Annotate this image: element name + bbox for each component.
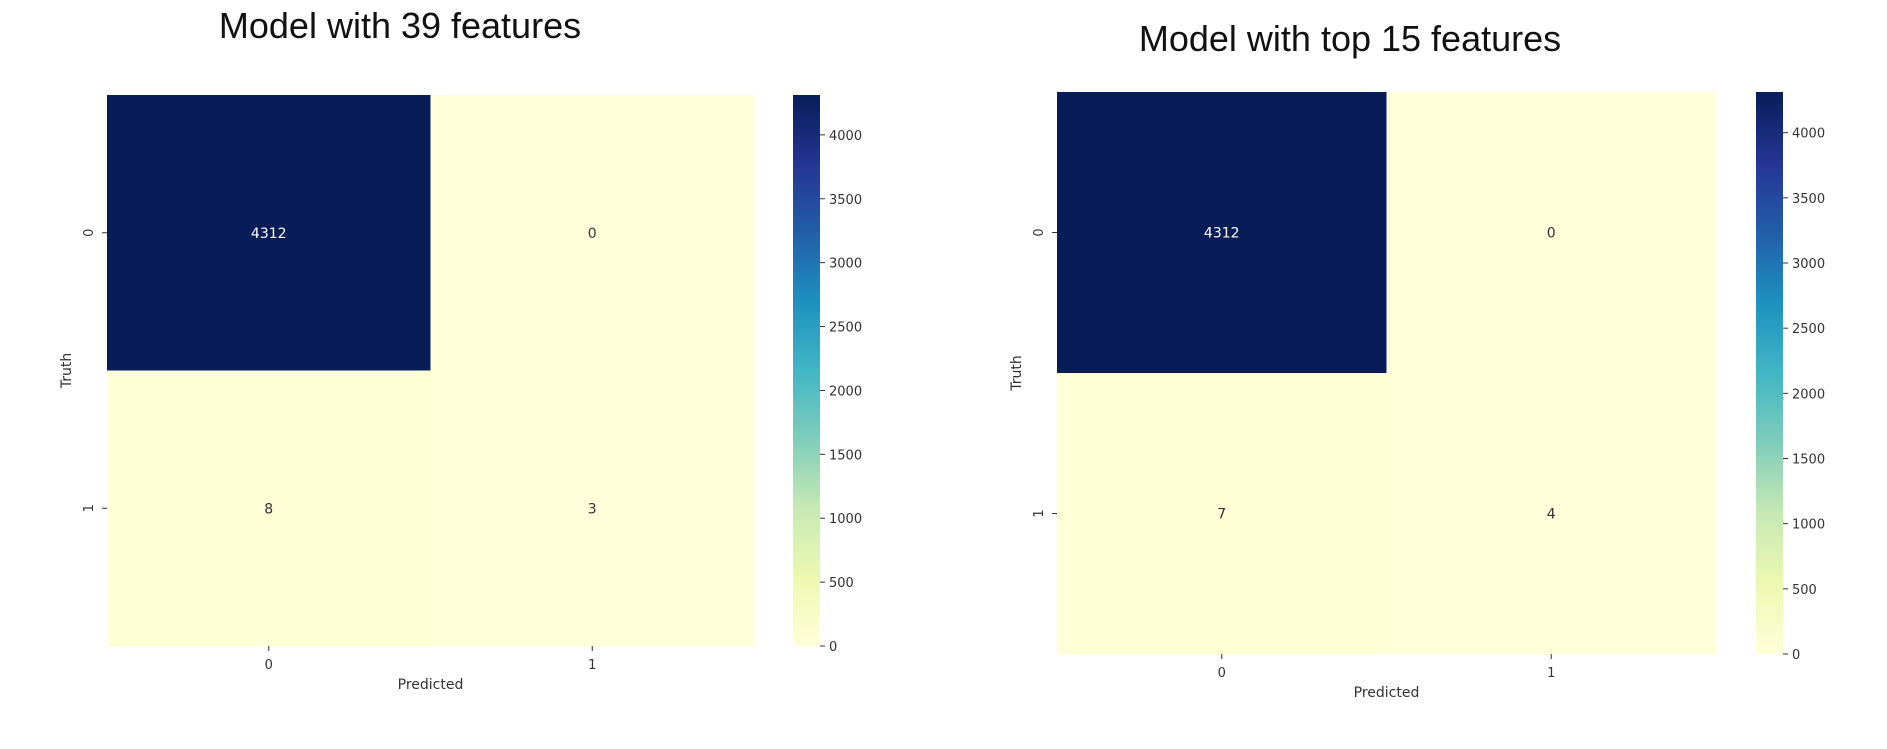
colorbar-tick-label: 3000: [1792, 257, 1825, 272]
x-tick-label: 1: [1547, 666, 1555, 681]
heatmap-cell: [1057, 373, 1387, 655]
colorbar-tick-label: 4000: [829, 129, 862, 144]
cell-value-label: 4312: [251, 226, 287, 242]
colorbar-tick-label: 0: [829, 640, 837, 655]
colorbar-tick-label: 3000: [829, 257, 862, 272]
cell-value-label: 7: [1217, 507, 1226, 523]
x-tick-label: 0: [265, 658, 273, 673]
colorbar-tick-label: 2500: [829, 321, 862, 336]
x-axis-label: Predicted: [1354, 685, 1420, 701]
y-axis-label: Truth: [59, 353, 75, 390]
confusion-matrix-panel-2: Model with top 15 features 4312 0 7 4 0 1 Predi…: [1009, 18, 1825, 701]
colorbar-tick-label: 4000: [1792, 127, 1825, 142]
colorbar-tick-label: 0: [1792, 648, 1800, 663]
colorbar-tick-label: 500: [829, 576, 854, 591]
colorbar-tick-label: 1500: [829, 448, 862, 463]
x-axis-label: Predicted: [398, 677, 464, 693]
y-tick-label: 0: [1032, 228, 1047, 236]
colorbar: [793, 95, 820, 646]
y-tick-label: 1: [1032, 509, 1047, 517]
x-tick-label: 0: [1218, 666, 1226, 681]
heatmap-cell: [1057, 92, 1387, 374]
cell-value-label: 0: [1547, 226, 1556, 242]
cell-value-label: 4: [1547, 507, 1556, 523]
colorbar-tick-label: 2500: [1792, 322, 1825, 337]
colorbar-tick-label: 2000: [829, 384, 862, 399]
panel-title: Model with top 15 features: [1139, 18, 1561, 59]
cell-value-label: 0: [588, 226, 597, 242]
y-axis-label: Truth: [1009, 355, 1025, 392]
colorbar-tick-label: 1000: [829, 512, 862, 527]
colorbar-tick-label: 500: [1792, 583, 1817, 598]
colorbar-tick-label: 3500: [1792, 192, 1825, 207]
confusion-matrix-panel-1: Model with 39 features 4312 0 8 3 0 1 Predicted…: [59, 5, 862, 693]
heatmap-cell: [1386, 373, 1717, 655]
cell-value-label: 3: [588, 501, 597, 517]
cell-value-label: 8: [264, 501, 273, 517]
heatmap-cell: [107, 370, 431, 647]
heatmap-cell: [430, 370, 755, 647]
colorbar-tick-label: 3500: [829, 193, 862, 208]
colorbar-tick-label: 1000: [1792, 518, 1825, 533]
x-tick-label: 1: [588, 658, 596, 673]
cell-value-label: 4312: [1204, 226, 1240, 242]
panel-title: Model with 39 features: [219, 5, 581, 46]
y-tick-label: 1: [82, 504, 97, 512]
y-tick-label: 0: [82, 229, 97, 237]
heatmap-cell: [430, 95, 755, 371]
colorbar: [1756, 92, 1783, 654]
heatmap-cell: [1386, 92, 1717, 374]
colorbar-tick-label: 2000: [1792, 387, 1825, 402]
colorbar-tick-label: 1500: [1792, 452, 1825, 467]
heatmap-cell: [107, 95, 431, 371]
